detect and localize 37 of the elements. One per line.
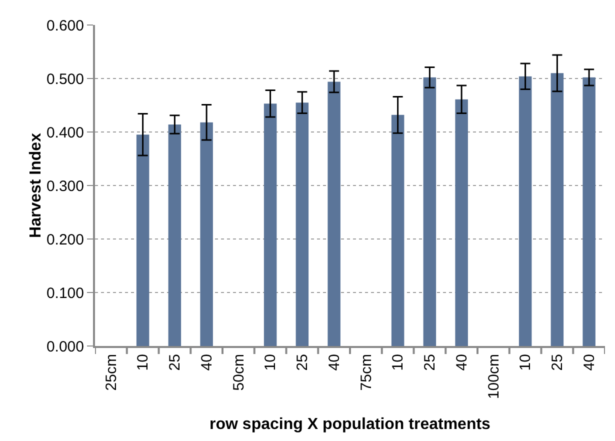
x-tick-label: 25 bbox=[166, 354, 184, 371]
y-tick-label: 0.600 bbox=[46, 17, 84, 34]
x-tick-label: 10 bbox=[390, 354, 407, 371]
y-tick-label: 0.100 bbox=[46, 284, 84, 302]
y-tick-label: 0.000 bbox=[46, 338, 84, 356]
x-tick-label: 10 bbox=[262, 354, 280, 371]
x-tick-label: 50cm bbox=[230, 354, 248, 391]
x-tick-label: 40 bbox=[453, 354, 470, 371]
bar bbox=[455, 99, 468, 346]
bar bbox=[423, 77, 436, 346]
bar bbox=[518, 76, 532, 346]
bar bbox=[136, 134, 150, 346]
x-axis-title: row spacing X population treatments bbox=[210, 416, 491, 434]
x-tick-label: 100cm bbox=[485, 354, 502, 400]
bar bbox=[550, 73, 564, 346]
bar bbox=[200, 122, 213, 346]
x-tick-label: 40 bbox=[326, 354, 343, 371]
x-tick-label: 25cm bbox=[102, 354, 120, 391]
x-tick-label: 40 bbox=[198, 354, 216, 371]
y-axis-title: Harvest Index bbox=[27, 132, 44, 238]
x-tick-label: 10 bbox=[134, 354, 152, 371]
y-tick-label: 0.400 bbox=[46, 124, 84, 142]
x-tick-label: 40 bbox=[580, 354, 598, 371]
x-tick-label: 25 bbox=[422, 354, 439, 371]
y-tick-label: 0.500 bbox=[46, 70, 84, 88]
bar bbox=[264, 104, 277, 346]
x-tick-label: 10 bbox=[517, 354, 534, 371]
bar bbox=[328, 82, 340, 346]
bar bbox=[582, 77, 596, 346]
x-tick-label: 25 bbox=[294, 354, 312, 371]
x-tick-label: 75cm bbox=[358, 354, 375, 391]
y-tick-label: 0.200 bbox=[46, 231, 84, 248]
bar bbox=[168, 124, 182, 346]
y-tick-label: 0.300 bbox=[46, 178, 84, 195]
x-tick-label: 25 bbox=[549, 354, 566, 371]
bar bbox=[391, 114, 404, 346]
bar bbox=[296, 102, 309, 346]
